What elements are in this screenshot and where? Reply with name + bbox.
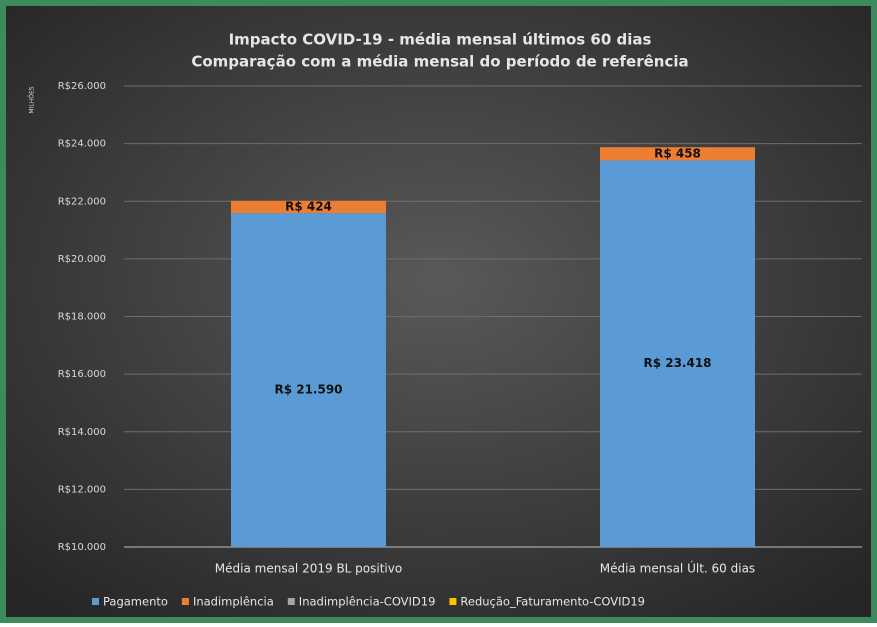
y-tick-label: R$22.000 xyxy=(58,196,106,207)
y-tick-label: R$24.000 xyxy=(58,139,106,150)
y-tick-label: R$20.000 xyxy=(58,254,106,265)
data-label: R$ 424 xyxy=(285,199,332,213)
y-tick-label: R$18.000 xyxy=(58,312,106,323)
legend-swatch xyxy=(287,598,295,605)
bar-segment xyxy=(231,200,386,214)
legend-label: Inadimplência-COVID19 xyxy=(299,595,436,609)
y-tick-label: R$12.000 xyxy=(58,484,106,495)
legend-label: Inadimplência xyxy=(193,595,274,609)
bar-segment xyxy=(231,213,386,548)
y-tick-label: R$26.000 xyxy=(58,81,106,92)
x-tick-label: Média mensal 2019 BL positivo xyxy=(215,562,402,576)
chart-subtitle: Comparação com a média mensal do período… xyxy=(191,53,688,71)
x-tick-label: Média mensal Últ. 60 dias xyxy=(600,561,755,576)
y-axis-label: MILHÕES xyxy=(29,86,36,113)
legend-label: Redução_Faturamento-COVID19 xyxy=(460,595,645,609)
data-label: R$ 23.418 xyxy=(643,356,711,370)
data-label: R$ 21.590 xyxy=(274,383,342,397)
y-tick-label: R$10.000 xyxy=(58,542,106,553)
legend-label: Pagamento xyxy=(103,595,168,609)
data-label: R$ 458 xyxy=(654,146,701,160)
legend-swatch xyxy=(92,598,99,605)
chart-title: Impacto COVID-19 - média mensal últimos … xyxy=(229,31,652,49)
legend-swatch xyxy=(181,598,189,605)
bar-segment xyxy=(600,147,755,161)
bar-segment xyxy=(600,160,755,548)
y-tick-label: R$14.000 xyxy=(58,427,106,438)
legend-swatch xyxy=(449,598,457,605)
y-tick-label: R$16.000 xyxy=(58,369,106,380)
